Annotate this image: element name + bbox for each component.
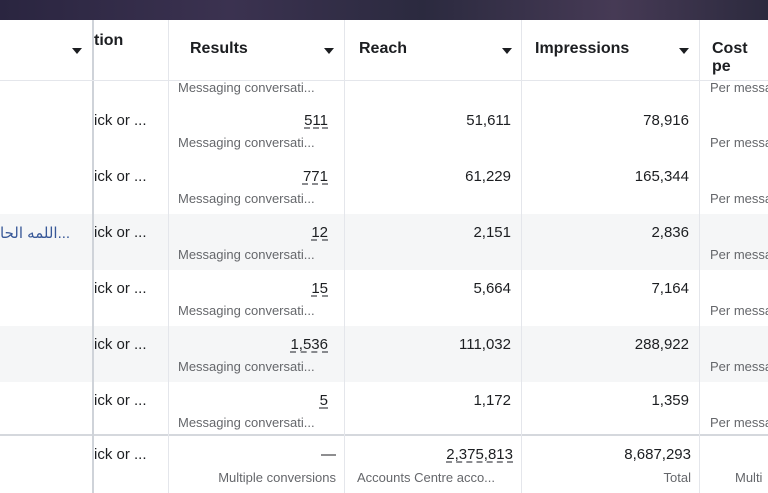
column-header-cost[interactable]: Cost pe: [712, 40, 748, 75]
cost-subtitle: Per messa: [710, 80, 768, 95]
results-subtitle: Messaging conversati...: [178, 191, 315, 206]
cost-total-subtitle: Multi: [735, 470, 763, 485]
results-subtitle: Messaging conversati...: [178, 135, 315, 150]
column-divider[interactable]: [168, 20, 169, 80]
table-row[interactable]: ick or ... 5 Messaging conversati... 1,1…: [0, 382, 768, 438]
column-divider[interactable]: [344, 20, 345, 493]
attribution-cell: ick or ...: [94, 168, 147, 185]
results-subtitle: Messaging conversati...: [178, 303, 315, 318]
cost-subtitle: Per messa: [710, 415, 768, 430]
table-row[interactable]: ick or ... 771 Messaging conversati... 6…: [0, 158, 768, 214]
results-value[interactable]: 1,536: [290, 336, 328, 353]
column-divider[interactable]: [699, 20, 700, 493]
cost-subtitle: Per messa: [710, 135, 768, 150]
results-subtitle: Messaging conversati...: [178, 80, 315, 95]
impressions-value: 288,922: [634, 336, 689, 353]
impressions-value: 1,359: [651, 392, 689, 409]
attribution-cell: ick or ...: [94, 392, 147, 409]
table-total-row: ick or ... — Multiple conversions 2,375,…: [0, 434, 768, 493]
attribution-cell: ick or ...: [94, 446, 147, 463]
attribution-cell: ick or ...: [94, 224, 147, 241]
attribution-cell: ick or ...: [94, 112, 147, 129]
column-header-reach[interactable]: Reach: [345, 20, 521, 80]
chevron-down-icon[interactable]: [72, 48, 82, 54]
cost-subtitle: Per messa: [710, 303, 768, 318]
column-divider[interactable]: [699, 20, 700, 80]
ad-name-link[interactable]: ...اللمه الحا: [0, 225, 71, 242]
table-header: tion Results Reach Impressions Cost pe: [0, 20, 768, 81]
reach-total[interactable]: 2,375,813: [446, 446, 513, 463]
results-value[interactable]: 511: [304, 112, 328, 129]
chevron-down-icon[interactable]: [324, 48, 334, 54]
table-row[interactable]: ...اللمه الحا ick or ... 12 Messaging co…: [0, 214, 768, 270]
results-value[interactable]: 15: [311, 280, 328, 297]
results-subtitle: Messaging conversati...: [178, 415, 315, 430]
table-row[interactable]: ick or ... 511 Messaging conversati... 5…: [0, 102, 768, 158]
column-divider[interactable]: [344, 20, 345, 80]
reach-value: 1,172: [473, 392, 511, 409]
column-header-name[interactable]: [0, 20, 92, 80]
reach-value: 51,611: [466, 112, 511, 129]
table-row[interactable]: ick or ... 15 Messaging conversati... 5,…: [0, 270, 768, 326]
results-subtitle: Messaging conversati...: [178, 359, 315, 374]
results-total-subtitle: Multiple conversions: [218, 470, 336, 485]
impressions-value: 2,836: [651, 224, 689, 241]
column-header-results[interactable]: Results: [169, 20, 344, 80]
reach-total-subtitle: Accounts Centre acco...: [357, 470, 496, 485]
column-divider[interactable]: [521, 20, 522, 80]
impressions-value: 7,164: [651, 280, 689, 297]
attribution-cell: ick or ...: [94, 280, 147, 297]
chevron-down-icon[interactable]: [502, 48, 512, 54]
column-divider[interactable]: [92, 20, 94, 80]
impressions-value: 165,344: [634, 168, 689, 185]
results-total: —: [321, 446, 336, 463]
impressions-value: 78,916: [643, 112, 689, 129]
chevron-down-icon[interactable]: [679, 48, 689, 54]
attribution-cell: ick or ...: [94, 336, 147, 353]
column-divider[interactable]: [92, 20, 94, 493]
impressions-total-subtitle: Total: [663, 470, 691, 485]
impressions-total: 8,687,293: [624, 446, 691, 463]
table-row-partial: Messaging conversati... Per messa: [0, 80, 768, 102]
reach-value: 61,229: [465, 168, 511, 185]
reach-value: 5,664: [473, 280, 511, 297]
results-subtitle: Messaging conversati...: [178, 247, 315, 262]
results-value[interactable]: 12: [311, 224, 328, 241]
results-value[interactable]: 5: [319, 392, 328, 409]
reach-value: 2,151: [473, 224, 511, 241]
column-divider[interactable]: [521, 20, 522, 493]
cost-subtitle: Per messa: [710, 191, 768, 206]
reach-value: 111,032: [459, 336, 511, 353]
column-header-attribution[interactable]: tion: [94, 32, 124, 49]
cost-subtitle: Per messa: [710, 359, 768, 374]
column-header-impressions[interactable]: Impressions: [522, 20, 699, 80]
results-value[interactable]: 771: [302, 168, 328, 185]
cost-subtitle: Per messa: [710, 247, 768, 262]
table-row[interactable]: ick or ... 1,536 Messaging conversati...…: [0, 326, 768, 382]
ads-table: Messaging conversati... Per messa ick or…: [0, 20, 768, 493]
column-divider[interactable]: [168, 20, 169, 493]
